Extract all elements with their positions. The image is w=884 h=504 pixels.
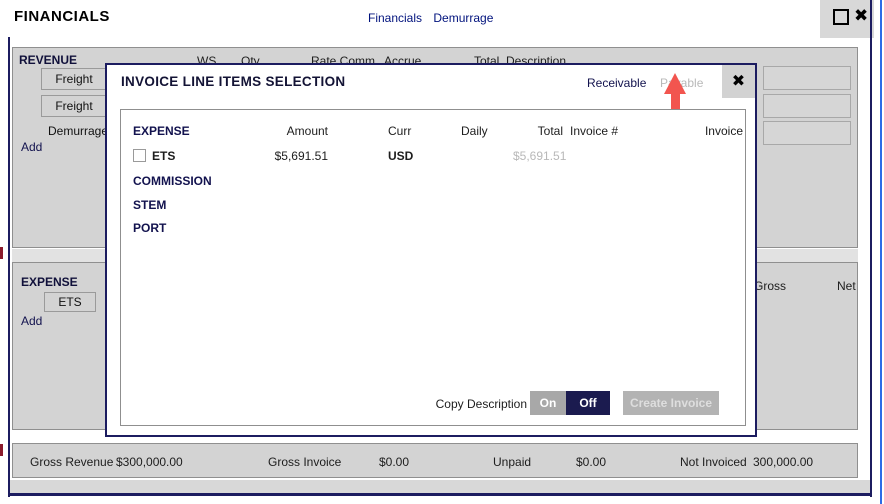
ets-checkbox[interactable] [133, 149, 146, 162]
section-stem: STEM [133, 198, 167, 212]
description-input[interactable] [763, 121, 851, 145]
invoice-line-items-dialog: INVOICE LINE ITEMS SELECTION Receivable … [105, 63, 757, 437]
unpaid-value: $0.00 [576, 455, 607, 469]
table-header-amount: Amount [286, 124, 328, 138]
expense-section-label: EXPENSE [21, 275, 78, 289]
line-item-currency: USD [388, 149, 414, 163]
window-left-border [8, 37, 10, 497]
dialog-title: INVOICE LINE ITEMS SELECTION [121, 74, 346, 89]
copy-description-label: Copy Description [435, 397, 527, 411]
window-right-border [870, 0, 872, 497]
close-icon[interactable]: ✖ [854, 6, 869, 25]
gross-invoice-label: Gross Invoice [268, 455, 342, 469]
page-title: FINANCIALS [14, 8, 110, 25]
section-port: PORT [133, 221, 167, 235]
red-arrow-head [664, 73, 686, 94]
nav-link-financials[interactable]: Financials [368, 11, 423, 25]
table-header-expense: EXPENSE [133, 124, 190, 138]
nav-link-demurrage[interactable]: Demurrage [433, 11, 494, 25]
revenue-add-link[interactable]: Add [21, 140, 43, 154]
freight-button[interactable]: Freight [41, 95, 107, 117]
breadcrumb: Financials Demurrage [368, 11, 501, 25]
section-commission: COMMISSION [133, 174, 212, 188]
table-header-total: Total [537, 124, 563, 138]
unpaid-label: Unpaid [493, 455, 532, 469]
expense-col-gross: Gross [754, 279, 787, 293]
ets-button[interactable]: ETS [44, 292, 96, 312]
not-invoiced-label: Not Invoiced [680, 455, 747, 469]
freight-button[interactable]: Freight [41, 68, 107, 90]
revenue-section-label: REVENUE [19, 53, 78, 67]
line-item-total: $5,691.51 [513, 149, 567, 163]
line-item-amount: $5,691.51 [274, 149, 328, 163]
copy-description-off-button[interactable]: Off [566, 391, 610, 415]
gross-revenue-value: $300,000.00 [116, 455, 183, 469]
not-invoiced-value: 300,000.00 [753, 455, 814, 469]
window-bottom-border [8, 493, 872, 496]
demurrage-row-label[interactable]: Demurrage [48, 124, 109, 138]
line-items-table: EXPENSE Amount Curr Daily Total Invoice … [120, 109, 746, 426]
dialog-close-icon[interactable]: ✖ [722, 65, 755, 98]
status-bar [10, 480, 870, 493]
table-header-curr: Curr [388, 124, 412, 138]
copy-description-on-button[interactable]: On [530, 391, 566, 415]
screen-edge-line [880, 0, 882, 504]
table-header-daily: Daily [461, 124, 488, 138]
expense-add-link[interactable]: Add [21, 314, 43, 328]
gross-revenue-label: Gross Revenue [30, 455, 114, 469]
screen-edge-artifact [0, 444, 3, 456]
maximize-icon[interactable] [833, 9, 849, 25]
financial-summary-bar: Gross Revenue $300,000.00 Gross Invoice … [12, 443, 858, 478]
screen-edge-artifact [0, 247, 3, 259]
line-item-label: ETS [152, 149, 176, 163]
tab-receivable[interactable]: Receivable [587, 76, 647, 90]
expense-col-net: Net [837, 279, 856, 293]
table-header-invoice: Invoice [704, 124, 743, 138]
description-input[interactable] [763, 94, 851, 118]
table-header-invoice-number: Invoice # [570, 124, 619, 138]
gross-invoice-value: $0.00 [379, 455, 410, 469]
create-invoice-button[interactable]: Create Invoice [623, 391, 719, 415]
description-input[interactable] [763, 66, 851, 90]
